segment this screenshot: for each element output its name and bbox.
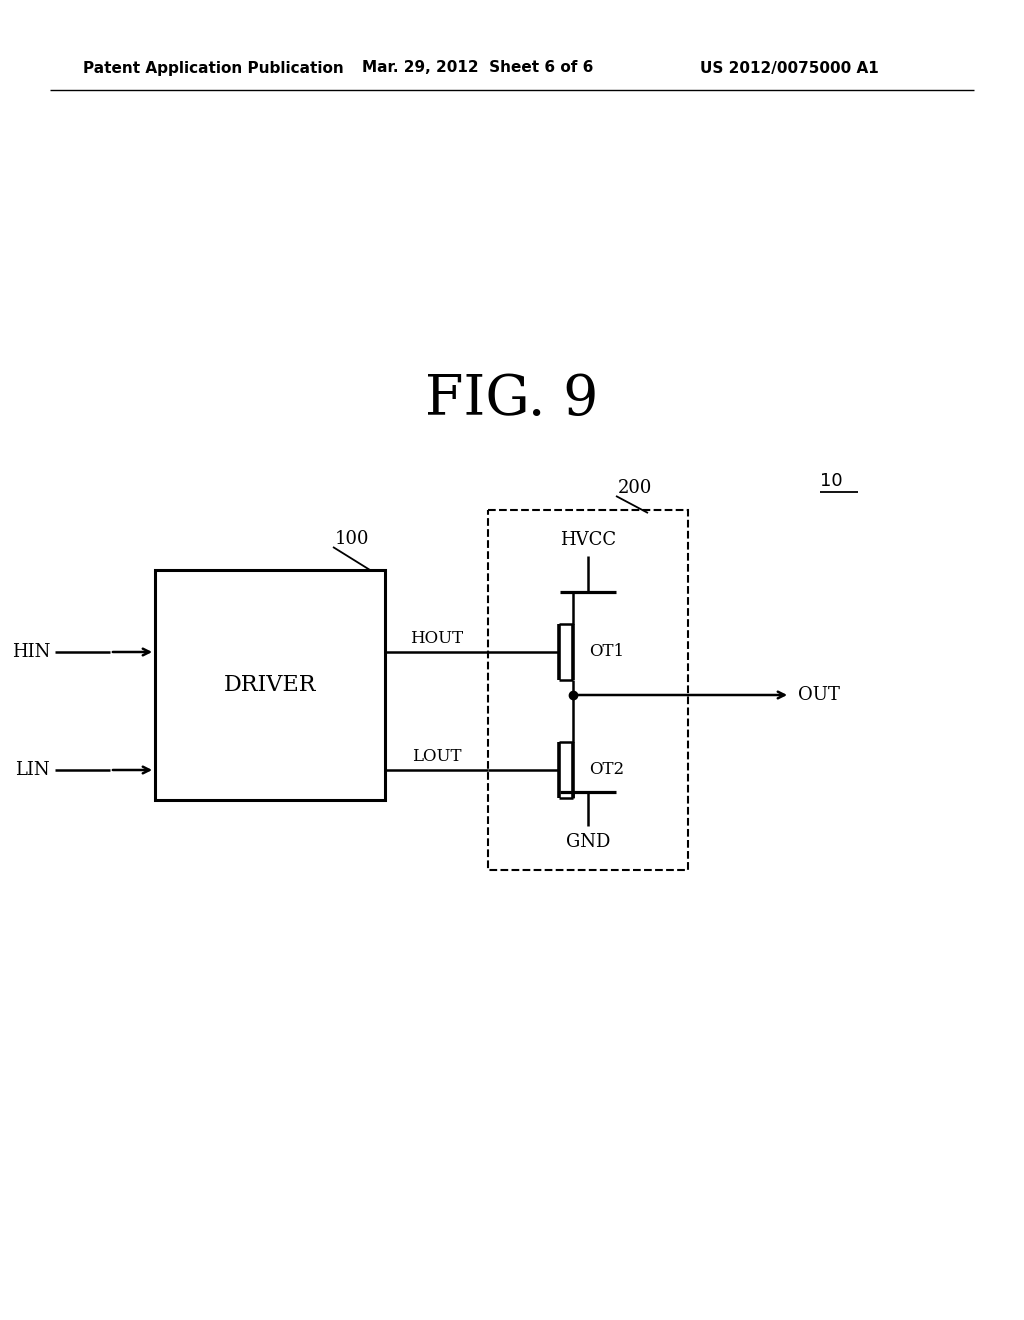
Bar	[488, 510, 688, 870]
Text: HOUT: HOUT	[410, 630, 463, 647]
Text: Mar. 29, 2012  Sheet 6 of 6: Mar. 29, 2012 Sheet 6 of 6	[362, 61, 593, 75]
Text: LOUT: LOUT	[412, 748, 461, 766]
Text: US 2012/0075000 A1: US 2012/0075000 A1	[700, 61, 879, 75]
Text: OUT: OUT	[798, 686, 840, 704]
Text: DRIVER: DRIVER	[224, 675, 316, 696]
Text: HVCC: HVCC	[560, 531, 616, 549]
Text: Patent Application Publication: Patent Application Publication	[83, 61, 344, 75]
Text: HIN: HIN	[11, 643, 50, 661]
Text: FIG. 9: FIG. 9	[425, 372, 599, 428]
Text: LIN: LIN	[15, 762, 50, 779]
Text: OT1: OT1	[589, 644, 624, 660]
Text: GND: GND	[566, 833, 610, 851]
Text: 200: 200	[618, 479, 652, 498]
Text: 100: 100	[335, 531, 370, 548]
Bar	[155, 570, 385, 800]
Text: OT2: OT2	[589, 762, 624, 779]
Text: 10: 10	[820, 473, 843, 490]
